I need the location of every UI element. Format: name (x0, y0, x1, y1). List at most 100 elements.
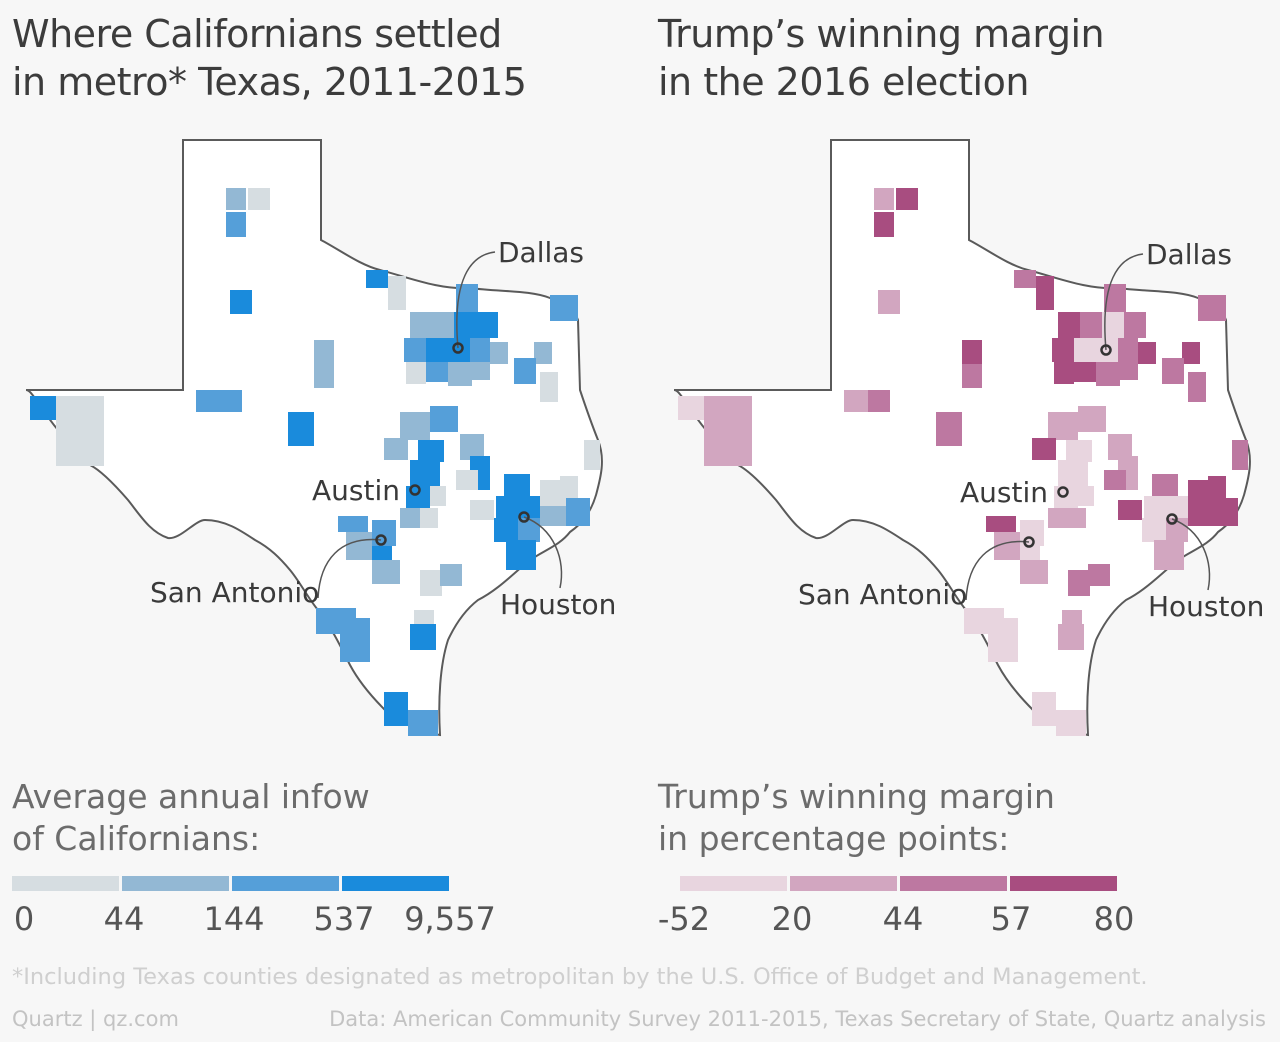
county (1138, 342, 1156, 364)
county (1058, 312, 1080, 338)
houston-leader-line (523, 516, 563, 589)
county (470, 500, 494, 520)
county (1048, 508, 1068, 528)
texas-map-left: Dallas Austin San Antonio Houston (25, 139, 616, 737)
county (560, 476, 578, 500)
county (1168, 496, 1190, 518)
county (196, 390, 220, 412)
county (1014, 270, 1036, 288)
county-cells-left (30, 188, 600, 736)
county (868, 390, 890, 412)
houston-label: Houston (1148, 590, 1264, 623)
county (1088, 564, 1110, 586)
county (496, 496, 520, 518)
credit: Quartz | qz.com (12, 1007, 179, 1031)
county (518, 518, 540, 542)
county (420, 508, 438, 528)
county (472, 362, 490, 380)
dallas-label: Dallas (498, 236, 584, 269)
footnote: *Including Texas counties designated as … (12, 964, 1148, 990)
legend-tick: 0 (13, 900, 35, 938)
county (1054, 486, 1078, 508)
county (1054, 362, 1074, 384)
county (440, 564, 462, 586)
county (314, 340, 334, 364)
county (1152, 474, 1178, 496)
county (1078, 406, 1106, 432)
county (490, 342, 508, 364)
county (470, 338, 490, 362)
county (400, 508, 420, 528)
legend-swatch (12, 876, 119, 891)
austin-label: Austin (960, 476, 1048, 509)
legend-swatch (900, 876, 1007, 891)
county (420, 570, 442, 596)
county (878, 290, 900, 314)
county (1078, 486, 1094, 506)
county (460, 434, 484, 460)
county (584, 440, 600, 470)
county (1188, 506, 1214, 526)
county (226, 212, 246, 237)
county (1068, 570, 1090, 596)
san-antonio-marker (375, 534, 387, 546)
legend-tick: 80 (1093, 900, 1135, 938)
county (366, 270, 388, 288)
dallas-label: Dallas (1146, 238, 1232, 271)
county (1066, 440, 1092, 462)
county (704, 396, 752, 466)
county (1062, 610, 1082, 624)
houston-marker (1166, 513, 1178, 525)
dallas-leader-line (456, 251, 496, 349)
county (1188, 372, 1206, 402)
county (520, 496, 542, 518)
county (1074, 338, 1096, 362)
dallas-marker (1100, 344, 1112, 356)
legend-swatch (232, 876, 339, 891)
county (1182, 342, 1200, 364)
county (1118, 500, 1142, 520)
county (874, 188, 894, 210)
county (454, 312, 476, 338)
legend-tick: 44 (882, 900, 924, 938)
legend-tick: 20 (771, 900, 813, 938)
county (988, 618, 1018, 662)
county (404, 338, 426, 362)
legend-tick: 57 (990, 900, 1032, 938)
county (1108, 434, 1132, 460)
legend-title-left: Average annual infow of Californians: (12, 777, 370, 858)
county (1154, 540, 1184, 570)
county (1096, 362, 1120, 386)
legend-swatch (1010, 876, 1117, 891)
county (456, 470, 478, 490)
county (1104, 284, 1126, 312)
county-cells-right (678, 188, 1248, 736)
county (340, 618, 370, 662)
county (30, 396, 56, 420)
county (338, 516, 368, 532)
county (1068, 508, 1086, 528)
county (414, 610, 434, 624)
county (248, 188, 270, 210)
county (1032, 692, 1056, 726)
county (1020, 560, 1048, 584)
county (1080, 312, 1102, 338)
county (372, 560, 400, 584)
county (1124, 312, 1146, 338)
county (1144, 496, 1168, 518)
county (1198, 295, 1226, 321)
county (1102, 312, 1124, 338)
austin-label: Austin (312, 474, 400, 507)
legend-tick: 537 (313, 900, 375, 938)
san-antonio-marker (1023, 536, 1035, 548)
county (962, 340, 982, 364)
legend-swatch (122, 876, 229, 891)
houston-label: Houston (500, 588, 616, 621)
county (1214, 498, 1238, 526)
county (534, 342, 552, 364)
county (540, 372, 558, 402)
county (410, 460, 440, 486)
map-left-californians: Dallas Austin San Antonio Houston (0, 120, 640, 760)
county (1052, 338, 1074, 362)
map-right-trump-margin: Dallas Austin San Antonio Houston (648, 120, 1280, 760)
